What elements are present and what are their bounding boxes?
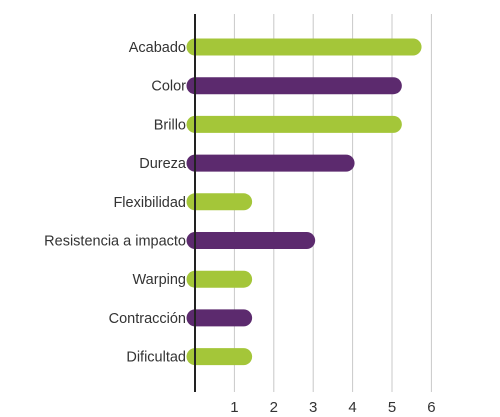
bars: [186, 38, 422, 366]
category-label: Flexibilidad: [113, 195, 186, 211]
grid-lines: [233, 14, 432, 392]
x-tick-label: 3: [309, 399, 317, 416]
x-tick-label: 4: [348, 399, 356, 416]
category-labels: Acabado Color Brillo Dureza Flexibilidad Resi…: [44, 40, 187, 366]
bar: [186, 154, 355, 172]
category-label: Dureza: [139, 156, 187, 172]
bar: [186, 270, 253, 288]
category-label: Acabado: [129, 40, 186, 56]
bar: [186, 38, 422, 56]
bar: [186, 115, 402, 133]
category-label: Resistencia a impacto: [44, 234, 186, 250]
bar: [186, 309, 253, 327]
x-tick-label: 6: [427, 399, 435, 416]
x-tick-label: 5: [388, 399, 396, 416]
x-tick-label: 1: [230, 399, 238, 416]
bar: [186, 232, 316, 249]
x-tick-label: 2: [270, 399, 278, 416]
bar: [186, 348, 253, 366]
category-label: Color: [151, 79, 186, 95]
category-label: Brillo: [154, 117, 186, 133]
category-label: Contracción: [109, 311, 186, 327]
x-tick-labels: 1 2 3 4 5 6: [230, 399, 435, 416]
bar: [186, 77, 402, 95]
category-label: Warping: [133, 272, 186, 288]
category-label: Dificultad: [126, 350, 186, 366]
bar: [186, 193, 253, 211]
